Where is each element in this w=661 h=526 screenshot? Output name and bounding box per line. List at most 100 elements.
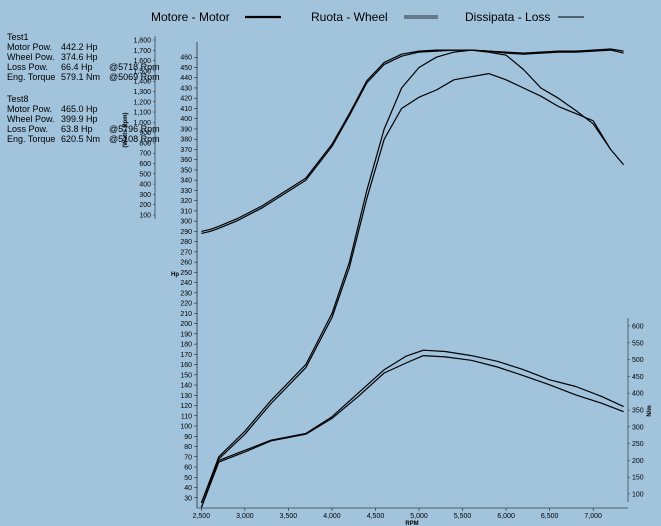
- test-1-row-value: 579.1 Nm: [61, 72, 100, 82]
- right-tick-label: 450: [632, 374, 644, 381]
- left-tick-label: 210: [180, 311, 192, 318]
- test-1-row-value: 442.2 Hp: [61, 42, 98, 52]
- inner-tick-label: 1,300: [133, 89, 151, 96]
- x-axis-title: RPM: [405, 521, 418, 526]
- x-tick-label: 5,000: [410, 513, 428, 520]
- right-tick-label: 100: [632, 492, 644, 499]
- left-tick-label: 190: [180, 331, 192, 338]
- x-tick-label: 3,000: [236, 513, 254, 520]
- test-1-row-rpm: @5718 Rpm: [109, 62, 160, 72]
- left-tick-label: 70: [184, 454, 192, 461]
- legend-label-1: Motore - Motor: [151, 10, 230, 24]
- x-tick-label: 4,500: [367, 513, 385, 520]
- left-tick-label: 250: [180, 270, 192, 277]
- inner-tick-label: 900: [139, 130, 151, 137]
- left-tick-label: 100: [180, 424, 192, 431]
- x-tick-label: 3,500: [280, 513, 298, 520]
- inner-tick-label: 500: [139, 171, 151, 178]
- left-tick-label: 330: [180, 188, 192, 195]
- inner-tick-label: 1,400: [133, 79, 151, 86]
- x-tick-label: 2,500: [193, 513, 211, 520]
- left-tick-label: 370: [180, 147, 192, 154]
- series-line-6: [200, 355, 624, 508]
- test-name-2: Test8: [7, 94, 29, 104]
- left-tick-label: 130: [180, 393, 192, 400]
- x-tick-label: 4,000: [323, 513, 341, 520]
- left-tick-label: 400: [180, 116, 192, 123]
- left-tick-label: 150: [180, 372, 192, 379]
- inner-tick-label: 1,700: [133, 48, 151, 55]
- test-2-row-value: 399.9 Hp: [61, 114, 98, 124]
- test-2-row-rpm: @5108 Rpm: [109, 134, 160, 144]
- left-tick-label: 360: [180, 157, 192, 164]
- left-tick-label: 40: [184, 485, 192, 492]
- left-tick-label: 90: [184, 434, 192, 441]
- left-tick-label: 170: [180, 352, 192, 359]
- right-tick-label: 600: [632, 324, 644, 331]
- test-2-row-label: Motor Pow.: [7, 104, 52, 114]
- x-tick-label: 6,500: [541, 513, 559, 520]
- inner-tick-label: 200: [139, 202, 151, 209]
- test-1-row-label: Loss Pow.: [7, 62, 48, 72]
- test-2-row-rpm: @5796 Rpm: [109, 124, 160, 134]
- left-axis-title: Hp: [171, 272, 179, 278]
- inner-tick-label: 1,200: [133, 99, 151, 106]
- test-2-row-label: Loss Pow.: [7, 124, 48, 134]
- left-tick-label: 280: [180, 239, 192, 246]
- test-1-row-label: Motor Pow.: [7, 42, 52, 52]
- right-tick-label: 150: [632, 475, 644, 482]
- series-line-4: [200, 72, 612, 504]
- left-tick-label: 160: [180, 362, 192, 369]
- inner-tick-label: 700: [139, 151, 151, 158]
- left-tick-label: 310: [180, 208, 192, 215]
- inner-axis-title: (Watts Rpm): [123, 112, 129, 147]
- series-line-3: [200, 49, 625, 504]
- left-tick-label: 410: [180, 106, 192, 113]
- inner-tick-label: 1,800: [133, 38, 151, 45]
- inner-tick-label: 1,500: [133, 68, 151, 75]
- right-tick-label: 550: [632, 340, 644, 347]
- series-line-1: [201, 48, 624, 232]
- inner-tick-label: 400: [139, 182, 151, 189]
- inner-tick-label: 600: [139, 161, 151, 168]
- series-lines: [200, 48, 625, 508]
- left-tick-label: 380: [180, 137, 192, 144]
- left-tick-label: 110: [181, 413, 192, 420]
- inner-tick-label: 1,600: [133, 58, 151, 65]
- test-name-1: Test1: [7, 32, 29, 42]
- left-tick-label: 450: [180, 65, 192, 72]
- left-tick-label: 230: [180, 290, 192, 297]
- test-1-row-label: Wheel Pow.: [7, 52, 55, 62]
- left-tick-label: 180: [180, 342, 192, 349]
- test-2-row-label: Eng. Torque: [7, 134, 55, 144]
- left-tick-label: 350: [180, 167, 192, 174]
- left-tick-label: 440: [180, 75, 192, 82]
- series-line-5: [200, 349, 624, 508]
- series-line-2: [201, 49, 624, 234]
- left-tick-label: 390: [180, 126, 192, 133]
- left-tick-label: 290: [180, 229, 192, 236]
- left-tick-label: 420: [180, 96, 192, 103]
- x-tick-label: 6,000: [497, 513, 515, 520]
- left-tick-label: 50: [184, 475, 192, 482]
- right-axis-title: N/m: [647, 405, 653, 416]
- inner-tick-label: 100: [139, 213, 151, 220]
- left-tick-label: 320: [180, 198, 192, 205]
- test-2-row-label: Wheel Pow.: [7, 114, 55, 124]
- left-tick-label: 80: [184, 444, 192, 451]
- x-tick-label: 7,000: [584, 513, 602, 520]
- test-2-row-value: 620.5 Nm: [61, 134, 100, 144]
- left-tick-label: 240: [180, 280, 192, 287]
- test-1-row-label: Eng. Torque: [7, 72, 55, 82]
- left-tick-label: 340: [180, 178, 192, 185]
- legend: Motore - Motor Ruota - Wheel Dissipata - L…: [151, 10, 584, 24]
- inner-tick-label: 300: [139, 192, 151, 199]
- test-2-row-value: 465.0 Hp: [61, 104, 98, 114]
- legend-label-3: Dissipata - Loss: [465, 10, 550, 24]
- left-tick-label: 260: [180, 260, 192, 267]
- left-tick-label: 200: [180, 321, 192, 328]
- left-tick-label: 460: [180, 55, 192, 62]
- right-tick-label: 300: [632, 424, 644, 431]
- right-tick-label: 400: [632, 391, 644, 398]
